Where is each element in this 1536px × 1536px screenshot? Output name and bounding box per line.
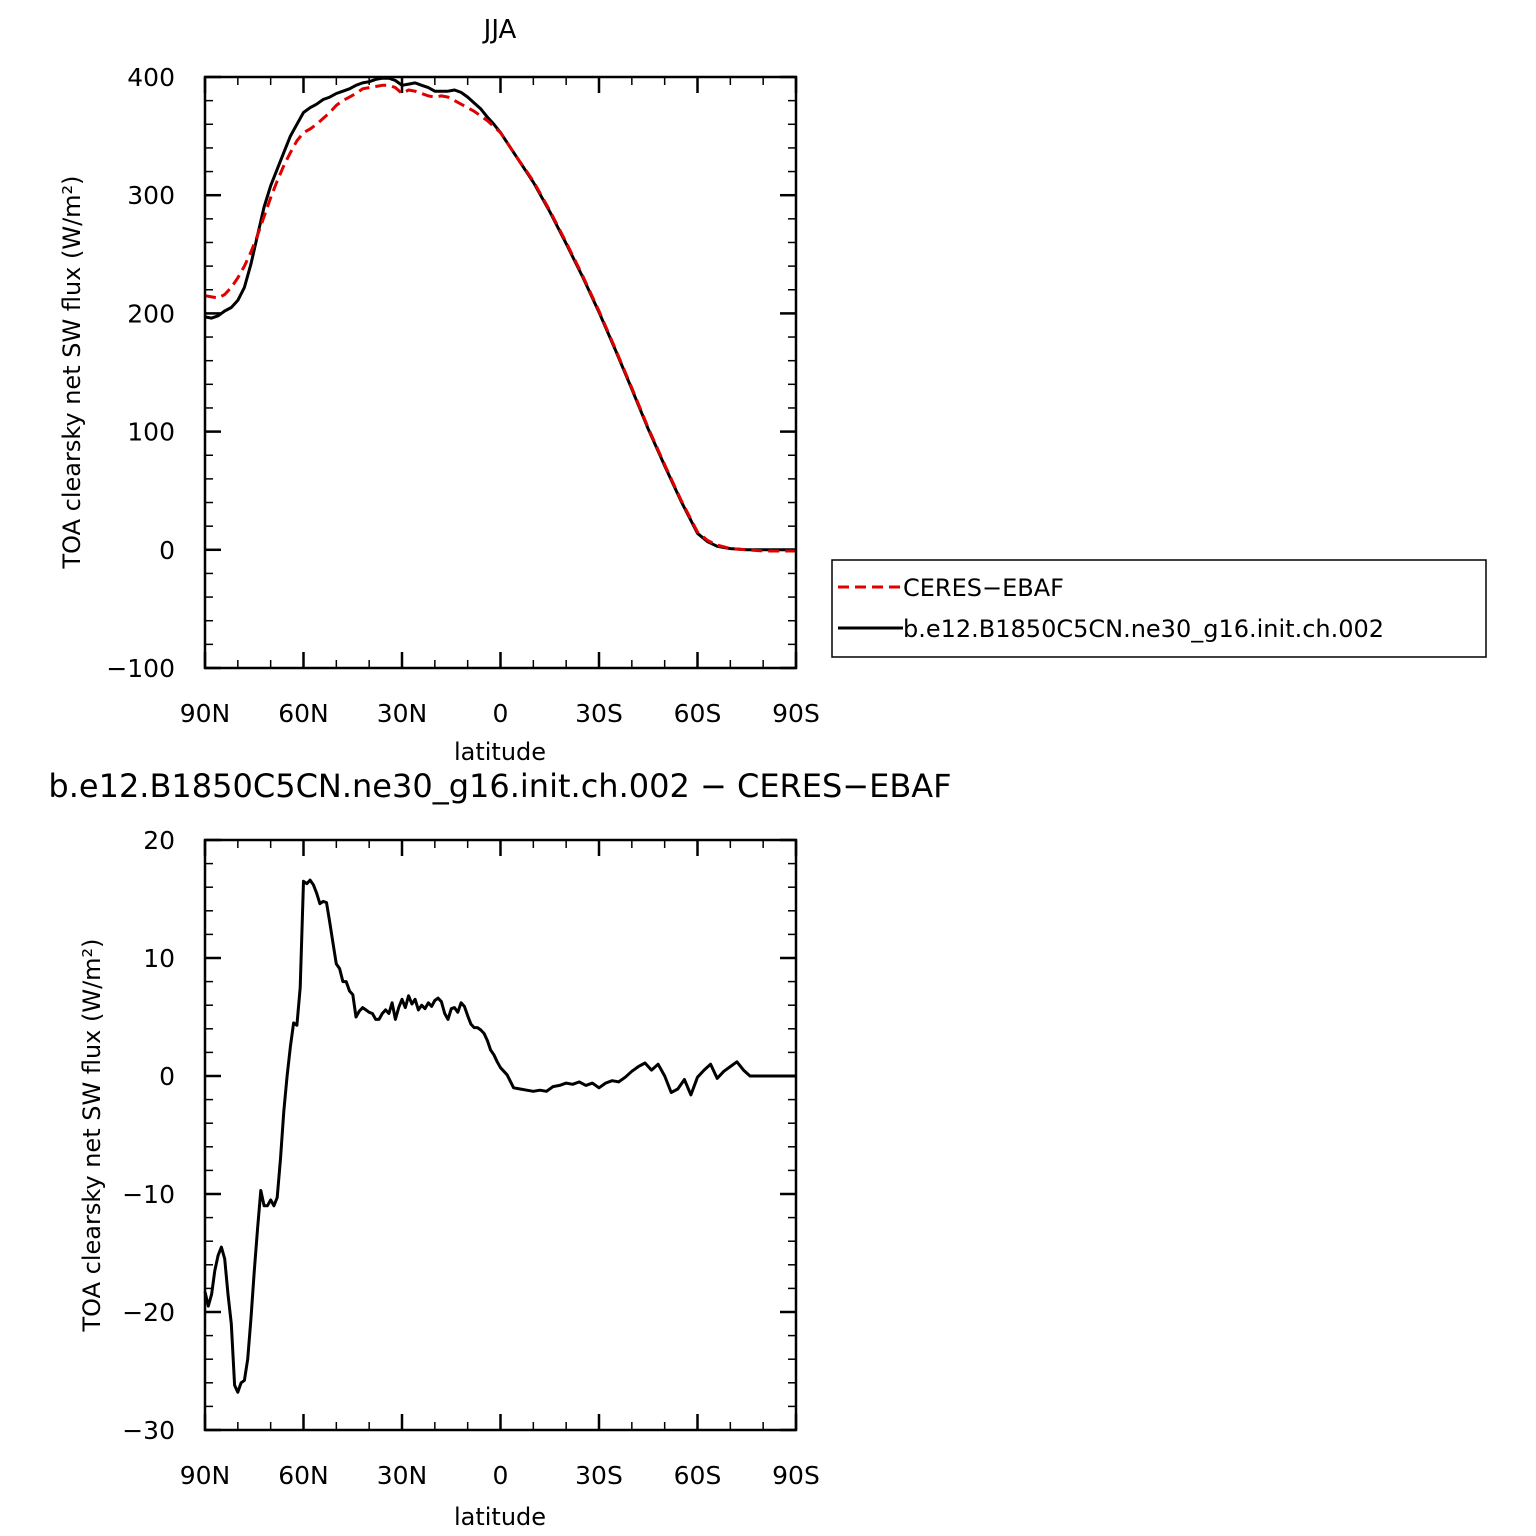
y-tick-label: 0 [159, 536, 175, 565]
y-tick-label: 200 [127, 299, 175, 328]
chart-title: b.e12.B1850C5CN.ne30_g16.init.ch.002 − C… [48, 767, 951, 805]
y-axis-label: TOA clearsky net SW flux (W/m²) [78, 938, 106, 1332]
x-tick-label: 30N [377, 699, 428, 728]
y-tick-label: 300 [127, 181, 175, 210]
x-tick-label: 30N [377, 1461, 428, 1490]
y-tick-label: 20 [143, 826, 175, 855]
chart-title: JJA [482, 15, 517, 45]
x-tick-label: 60S [674, 699, 722, 728]
series-layer [203, 878, 796, 1394]
tick-layer: −30 −20 −10 0 10 20 90N 60N 30N 0 30S 60S 90S [122, 826, 820, 1490]
x-tick-label: 30S [575, 1461, 623, 1490]
legend: CERES−EBAF b.e12.B1850C5CN.ne30_g16.init… [831, 559, 1487, 658]
x-tick-label: 60N [278, 1461, 329, 1490]
series-line-difference [203, 878, 796, 1394]
x-tick-label: 0 [493, 699, 509, 728]
x-tick-label: 0 [493, 1461, 509, 1490]
y-tick-label: 400 [127, 63, 175, 92]
x-tick-label: 90S [772, 1461, 820, 1490]
plot-frame [203, 838, 798, 1432]
legend-box [831, 559, 1487, 658]
y-tick-label: 10 [143, 944, 175, 973]
y-tick-label: −20 [122, 1298, 175, 1327]
tick-layer: −100 0 100 200 300 400 90N 60N 30N 0 30S 60S 90S [106, 63, 820, 728]
series-line-model [204, 76, 796, 552]
x-tick-label: 30S [575, 699, 623, 728]
x-tick-label: 90N [180, 699, 231, 728]
x-axis-label: latitude [454, 738, 546, 766]
x-axis-label: latitude [454, 1503, 546, 1531]
y-tick-label: 100 [127, 418, 175, 447]
panel-bottom-difference: b.e12.B1850C5CN.ne30_g16.init.ch.002 − C… [48, 767, 951, 1531]
series-layer [204, 76, 796, 553]
legend-label-model: b.e12.B1850C5CN.ne30_g16.init.ch.002 [903, 615, 1384, 643]
y-tick-label: 0 [159, 1062, 175, 1091]
y-axis-label: TOA clearsky net SW flux (W/m²) [58, 175, 86, 569]
panel-top-jja: JJA TOA clearsky net SW flux (W/m²) lati… [58, 15, 1487, 766]
x-tick-label: 90N [180, 1461, 231, 1490]
y-tick-label: −30 [122, 1416, 175, 1445]
x-tick-label: 60S [674, 1461, 722, 1490]
x-tick-label: 60N [278, 699, 329, 728]
y-tick-label: −10 [122, 1180, 175, 1209]
plot-frame [203, 75, 798, 670]
series-line-ceres-ebaf [204, 83, 796, 553]
legend-label-obs: CERES−EBAF [903, 574, 1064, 602]
y-tick-label: −100 [106, 654, 175, 683]
x-tick-label: 90S [772, 699, 820, 728]
